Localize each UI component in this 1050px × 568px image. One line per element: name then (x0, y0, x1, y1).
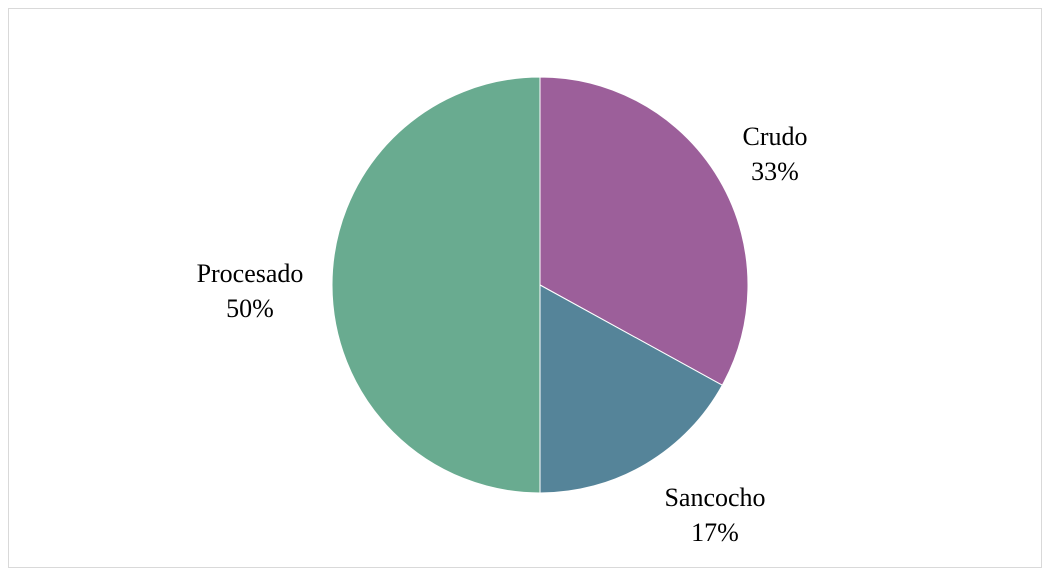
pie-slices (331, 76, 749, 494)
pie-data-labels: Crudo 33% Sancocho 17% Procesado 50% (197, 122, 808, 547)
data-label-name-procesado: Procesado (197, 259, 304, 288)
data-label-percent-procesado: 50% (226, 294, 274, 323)
pie-slice-procesado (331, 76, 541, 494)
pie-slice-sancocho (539, 284, 723, 494)
pie-slice-crudo (539, 76, 749, 386)
data-label-percent-crudo: 33% (751, 157, 799, 186)
data-label-percent-sancocho: 17% (691, 518, 739, 547)
pie-chart: Crudo 33% Sancocho 17% Procesado 50% (197, 76, 808, 547)
data-label-name-sancocho: Sancocho (664, 483, 765, 512)
data-label-name-crudo: Crudo (743, 122, 808, 151)
